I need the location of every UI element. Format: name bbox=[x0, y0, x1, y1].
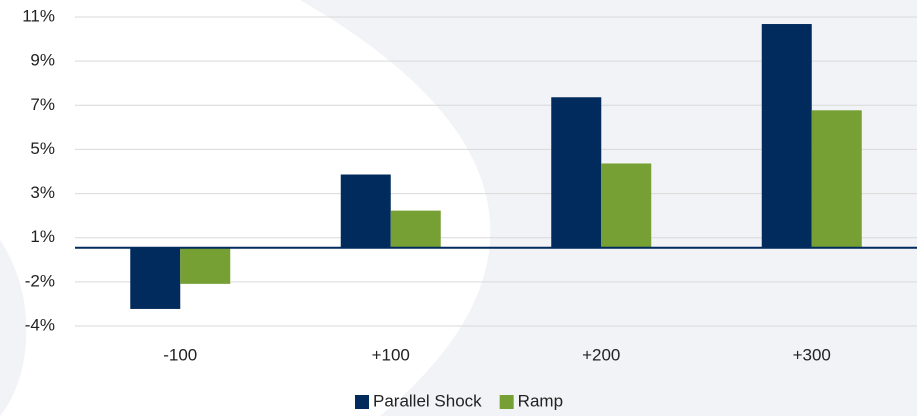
x-tick-label: +300 bbox=[793, 345, 831, 364]
y-tick-label: 1% bbox=[30, 227, 55, 246]
legend-label: Parallel Shock bbox=[373, 391, 482, 410]
y-tick-label: 3% bbox=[30, 183, 55, 202]
legend-label: Ramp bbox=[518, 391, 563, 410]
x-tick-label: +100 bbox=[372, 345, 410, 364]
bar bbox=[340, 174, 391, 248]
bar bbox=[390, 210, 441, 248]
legend-swatch bbox=[355, 395, 369, 409]
y-tick-label: 5% bbox=[30, 139, 55, 158]
bar bbox=[601, 163, 652, 248]
y-tick-label: -4% bbox=[25, 315, 55, 334]
bar bbox=[180, 247, 231, 284]
y-tick-label: -2% bbox=[25, 271, 55, 290]
x-tick-label: -100 bbox=[163, 345, 197, 364]
bar bbox=[761, 24, 812, 248]
bar bbox=[551, 97, 602, 248]
bar bbox=[811, 110, 862, 248]
bar bbox=[130, 247, 181, 309]
y-tick-label: 9% bbox=[30, 51, 55, 70]
x-tick-label: +200 bbox=[582, 345, 620, 364]
legend-swatch bbox=[499, 395, 514, 409]
y-tick-label: 7% bbox=[30, 95, 55, 114]
y-tick-label: 11% bbox=[22, 6, 55, 25]
background-swoosh bbox=[0, 240, 27, 416]
